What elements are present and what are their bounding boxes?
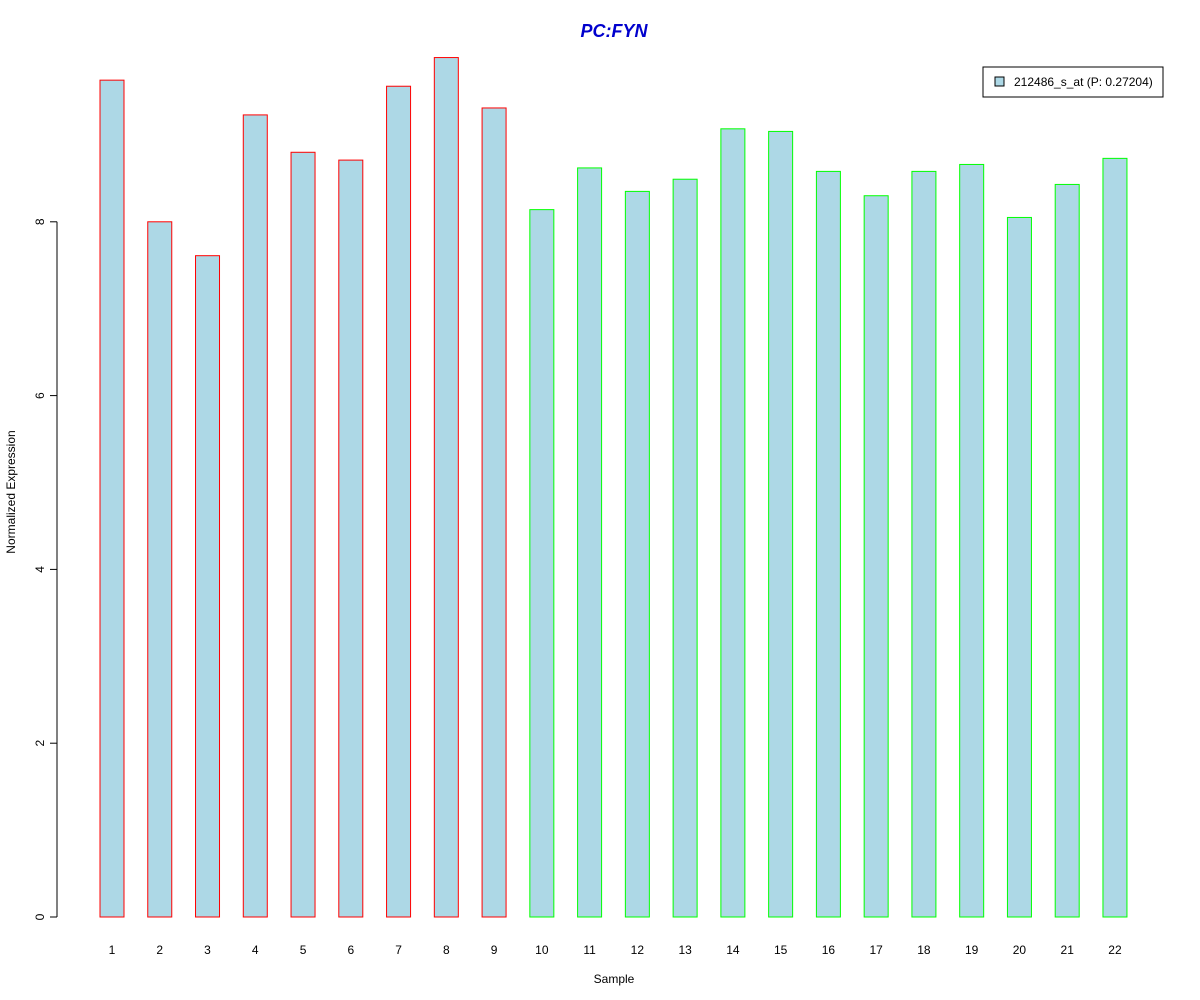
- x-tick-label: 22: [1108, 943, 1122, 957]
- y-tick-label: 2: [33, 740, 47, 747]
- x-axis-label: Sample: [594, 972, 635, 986]
- legend-swatch: [994, 76, 1005, 87]
- x-tick-label: 19: [965, 943, 979, 957]
- x-tick-label: 6: [347, 943, 354, 957]
- y-axis-label: Normalized Expression: [4, 430, 18, 553]
- bar-sample-2: [147, 221, 173, 918]
- x-tick-label: 16: [822, 943, 836, 957]
- bar-sample-19: [959, 163, 985, 918]
- chart-title: PC:FYN: [581, 21, 649, 41]
- x-tick-label: 18: [917, 943, 931, 957]
- legend-box: [982, 66, 1164, 98]
- x-tick-label: 7: [395, 943, 402, 957]
- bar-sample-16: [815, 170, 841, 918]
- bar-sample-15: [768, 130, 794, 918]
- y-axis: 0 2 4 6 8: [33, 218, 58, 920]
- x-tick-label: 9: [491, 943, 498, 957]
- bar-sample-20: [1006, 216, 1032, 918]
- legend: 212486_s_at (P: 0.27204): [982, 66, 1164, 98]
- bar-sample-11: [577, 167, 603, 918]
- x-tick-label: 4: [252, 943, 259, 957]
- x-tick-label: 21: [1061, 943, 1075, 957]
- bars: [99, 57, 1128, 918]
- bar-sample-17: [863, 195, 889, 918]
- bar-sample-21: [1054, 183, 1080, 918]
- bar-sample-18: [911, 170, 937, 918]
- x-tick-label: 14: [726, 943, 740, 957]
- bar-sample-3: [195, 255, 221, 918]
- x-tick-label: 10: [535, 943, 549, 957]
- bar-sample-9: [481, 107, 507, 918]
- x-tick-label: 12: [631, 943, 645, 957]
- bar-sample-22: [1102, 157, 1128, 918]
- bar-sample-12: [624, 190, 650, 918]
- bar-sample-5: [290, 151, 316, 918]
- x-tick-label: 2: [156, 943, 163, 957]
- x-tick-label: 8: [443, 943, 450, 957]
- x-tick-label: 20: [1013, 943, 1027, 957]
- y-tick-label: 0: [33, 913, 47, 920]
- legend-label: 212486_s_at (P: 0.27204): [1014, 75, 1153, 89]
- bar-sample-1: [99, 79, 125, 918]
- x-tick-label: 1: [109, 943, 116, 957]
- bar-sample-7: [386, 85, 412, 918]
- bar-sample-10: [529, 209, 555, 918]
- x-tick-label: 3: [204, 943, 211, 957]
- x-tick-label: 15: [774, 943, 788, 957]
- x-tick-label: 13: [678, 943, 692, 957]
- x-tick-label: 17: [869, 943, 883, 957]
- bar-sample-4: [242, 114, 268, 918]
- bar-sample-6: [338, 159, 364, 918]
- y-tick-label: 8: [33, 218, 47, 225]
- x-tick-labels: 1 2 3 4 5 6 7 8 9 10 11 12 13 14 15 16 17 18 19 20 21 22: [109, 943, 1122, 957]
- y-tick-label: 4: [33, 566, 47, 573]
- bar-sample-8: [433, 57, 459, 918]
- y-tick-label: 6: [33, 392, 47, 399]
- x-tick-label: 11: [583, 943, 596, 957]
- x-tick-label: 5: [300, 943, 307, 957]
- bar-sample-14: [720, 128, 746, 918]
- bar-sample-13: [672, 178, 698, 918]
